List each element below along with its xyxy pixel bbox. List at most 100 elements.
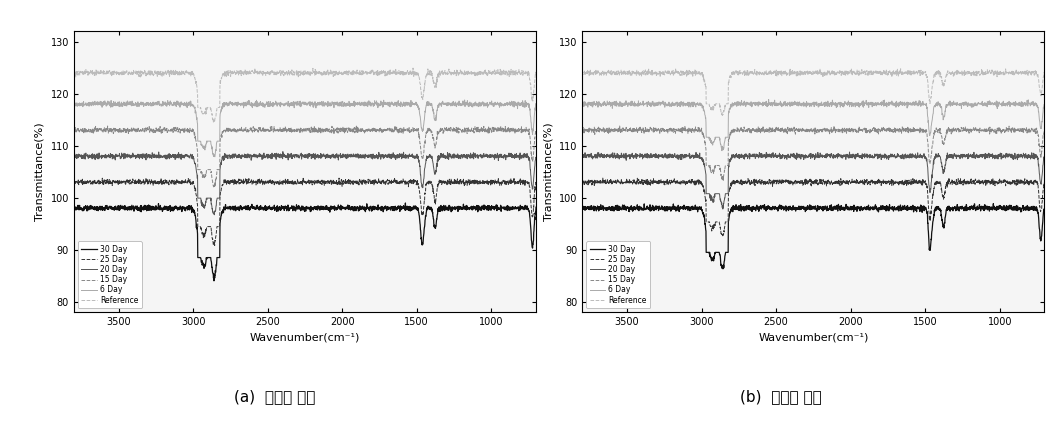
30 Day [576,208,589,214]
6 Day [589,101,601,107]
30 Day [1015,209,1028,215]
Reference [716,113,729,118]
6 Day [80,102,93,107]
Line: 30 Day: 30 Day [582,204,1044,268]
6 Day [826,102,839,107]
6 Day [813,103,826,108]
20 Day [166,155,178,160]
6 Day [209,154,222,159]
20 Day [506,153,519,159]
25 Day [1015,179,1028,184]
20 Day [1038,154,1051,160]
6 Day [316,102,329,107]
Line: 30 Day: 30 Day [74,203,536,281]
Reference [166,70,178,75]
25 Day [813,178,826,184]
Line: 15 Day: 15 Day [74,126,536,187]
30 Day [530,205,542,210]
Reference [826,71,839,76]
25 Day [576,178,589,183]
25 Day [316,179,329,185]
6 Day [589,102,601,107]
15 Day [1038,128,1051,134]
6 Day [576,102,589,107]
20 Day [318,151,330,157]
15 Day [589,128,601,133]
20 Day [576,153,589,159]
30 Day [80,204,93,210]
20 Day [825,152,838,157]
6 Day [763,97,775,102]
30 Day [589,204,601,209]
25 Day [530,180,542,186]
15 Day [166,126,178,132]
X-axis label: Wavenumber(cm⁻¹): Wavenumber(cm⁻¹) [759,333,868,343]
Line: 20 Day: 20 Day [582,152,1044,209]
6 Day [305,100,318,106]
15 Day [825,128,838,134]
20 Day [1015,154,1028,160]
30 Day [717,266,730,271]
15 Day [589,128,601,133]
Line: 25 Day: 25 Day [74,178,536,245]
6 Day [1038,103,1051,108]
30 Day [506,205,519,210]
20 Day [530,155,542,160]
15 Day [674,128,687,134]
25 Day [506,180,519,185]
Reference [506,69,519,74]
20 Day [813,153,826,159]
15 Day [828,123,841,128]
30 Day [825,208,838,213]
Line: Reference: Reference [582,69,1044,116]
25 Day [716,234,729,240]
15 Day [530,128,542,134]
30 Day [813,206,826,211]
6 Day [674,104,687,109]
Line: 20 Day: 20 Day [74,152,536,215]
20 Day [276,149,289,154]
Reference [80,70,93,75]
15 Day [318,129,330,134]
25 Day [589,180,601,186]
Reference [68,71,80,76]
30 Day [68,204,80,209]
6 Day [458,97,471,103]
25 Day [589,177,601,182]
Line: 25 Day: 25 Day [582,178,1044,237]
Legend: 30 Day, 25 Day, 20 Day, 15 Day, 6 Day, Reference: 30 Day, 25 Day, 20 Day, 15 Day, 6 Day, R… [587,241,651,308]
Reference [589,70,601,75]
15 Day [506,127,519,132]
Reference [576,71,589,77]
Y-axis label: Transmittance(%): Transmittance(%) [35,122,45,221]
20 Day [68,152,80,157]
20 Day [80,153,93,159]
20 Day [674,154,687,160]
6 Day [530,103,542,108]
Text: (a)  지지층 소재: (a) 지지층 소재 [233,389,315,405]
25 Day [68,182,80,187]
Reference [407,66,420,71]
25 Day [166,180,178,185]
6 Day [1015,100,1028,106]
Reference [674,71,687,77]
30 Day [208,278,220,284]
20 Day [80,153,93,158]
20 Day [843,149,856,155]
30 Day [674,205,687,210]
25 Day [305,179,318,185]
15 Day [80,126,93,132]
30 Day [316,204,329,210]
Text: (b)  표면층 소재: (b) 표면층 소재 [740,389,822,405]
30 Day [166,205,178,210]
15 Day [305,124,318,130]
25 Day [674,181,687,186]
25 Day [80,179,93,184]
Reference [1038,72,1051,78]
25 Day [208,243,220,248]
20 Day [208,212,220,218]
20 Day [589,155,601,161]
30 Day [987,201,1000,206]
15 Day [576,128,589,134]
30 Day [399,200,411,206]
